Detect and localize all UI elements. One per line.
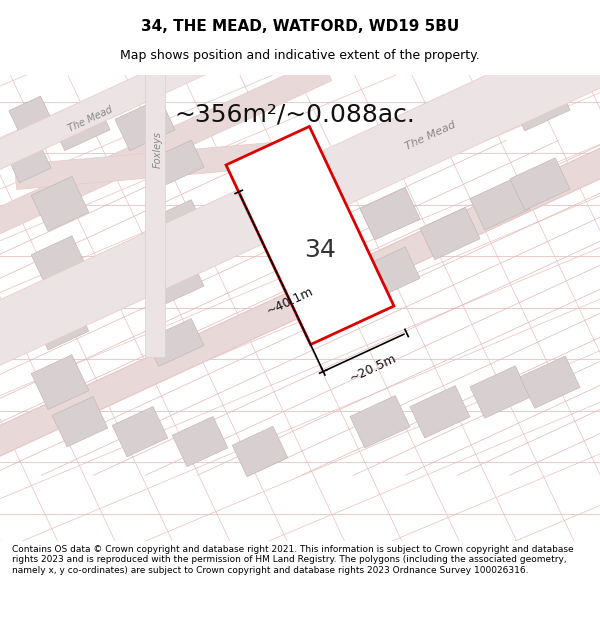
Text: ~20.5m: ~20.5m <box>347 352 398 385</box>
Polygon shape <box>0 58 332 290</box>
Polygon shape <box>360 247 420 299</box>
Text: Foxleys: Foxleys <box>153 131 163 168</box>
Polygon shape <box>112 406 168 457</box>
Polygon shape <box>470 366 530 418</box>
Polygon shape <box>470 177 530 230</box>
Polygon shape <box>31 295 89 350</box>
Polygon shape <box>0 92 600 494</box>
Polygon shape <box>510 79 570 131</box>
Polygon shape <box>31 355 89 409</box>
Polygon shape <box>0 0 600 382</box>
Polygon shape <box>145 0 165 357</box>
Polygon shape <box>14 139 316 189</box>
Polygon shape <box>9 146 51 182</box>
Polygon shape <box>115 98 175 151</box>
Polygon shape <box>146 140 204 188</box>
Polygon shape <box>400 98 460 151</box>
Text: 34: 34 <box>304 238 336 262</box>
Polygon shape <box>9 96 51 133</box>
Polygon shape <box>31 176 89 231</box>
Text: Contains OS data © Crown copyright and database right 2021. This information is : Contains OS data © Crown copyright and d… <box>12 545 574 574</box>
Text: Map shows position and indicative extent of the property.: Map shows position and indicative extent… <box>120 49 480 62</box>
Polygon shape <box>50 98 110 151</box>
Polygon shape <box>52 397 108 447</box>
Text: The Mead: The Mead <box>403 120 457 152</box>
Polygon shape <box>226 126 394 344</box>
Polygon shape <box>520 356 580 408</box>
Polygon shape <box>146 259 204 307</box>
Polygon shape <box>31 236 89 291</box>
Polygon shape <box>146 319 204 366</box>
Polygon shape <box>232 426 288 477</box>
Polygon shape <box>350 396 410 448</box>
Text: ~40.1m: ~40.1m <box>265 285 316 318</box>
Text: The Mead: The Mead <box>66 105 114 134</box>
Polygon shape <box>360 188 420 240</box>
Text: ~356m²/~0.088ac.: ~356m²/~0.088ac. <box>175 102 415 127</box>
Polygon shape <box>460 89 520 141</box>
Polygon shape <box>172 416 228 467</box>
Text: 34, THE MEAD, WATFORD, WD19 5BU: 34, THE MEAD, WATFORD, WD19 5BU <box>141 19 459 34</box>
Polygon shape <box>410 386 470 438</box>
Polygon shape <box>146 199 204 248</box>
Polygon shape <box>420 208 480 260</box>
Polygon shape <box>510 158 570 210</box>
Polygon shape <box>0 0 356 190</box>
